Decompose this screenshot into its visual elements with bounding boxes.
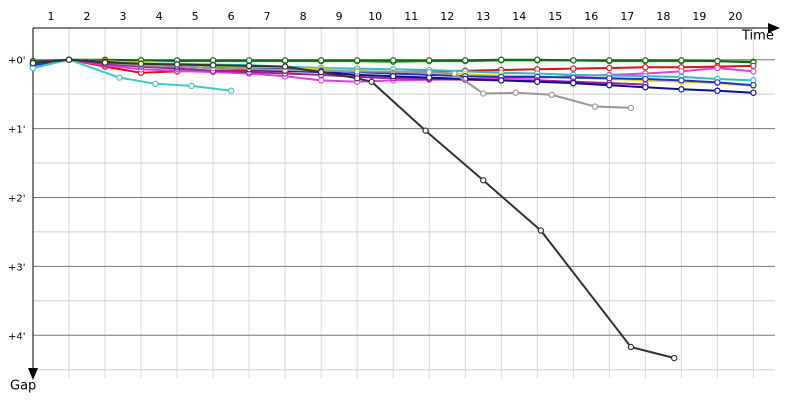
data-point xyxy=(353,75,361,82)
data-point xyxy=(317,68,325,76)
y-tick-label: +0' xyxy=(8,56,26,67)
x-tick-label: 2 xyxy=(84,10,91,23)
x-tick-label: 19 xyxy=(692,10,706,23)
data-point xyxy=(570,65,577,72)
data-point xyxy=(606,81,613,89)
data-point xyxy=(534,78,541,85)
data-point xyxy=(714,64,721,72)
data-point xyxy=(678,68,685,75)
data-point xyxy=(670,354,678,362)
data-point xyxy=(548,91,555,99)
data-point xyxy=(353,57,361,64)
x-tick-label: 12 xyxy=(440,10,454,23)
data-point xyxy=(714,87,721,94)
data-point xyxy=(137,60,145,68)
x-tick-label: 1 xyxy=(48,10,55,23)
data-point xyxy=(173,61,181,68)
data-point xyxy=(245,62,253,70)
data-point xyxy=(750,68,757,75)
x-tick-label: 13 xyxy=(476,10,490,23)
data-point xyxy=(606,64,613,72)
data-point xyxy=(498,56,505,63)
y-axis-arrow xyxy=(28,368,38,380)
x-tick-label: 8 xyxy=(300,10,307,23)
x-tick-label: 4 xyxy=(156,10,163,23)
data-point xyxy=(512,89,519,96)
data-point xyxy=(462,57,469,64)
data-point xyxy=(591,103,599,110)
data-point xyxy=(570,57,577,64)
data-point xyxy=(101,59,109,66)
data-point xyxy=(642,64,649,71)
data-point xyxy=(426,57,433,64)
data-point xyxy=(353,68,361,75)
data-point xyxy=(317,77,325,84)
x-axis-arrow xyxy=(768,23,780,33)
y-axis-label: Gap xyxy=(10,379,36,394)
data-point xyxy=(29,59,37,67)
data-point xyxy=(642,75,649,83)
data-point xyxy=(606,57,613,64)
data-point xyxy=(451,70,458,77)
data-point xyxy=(642,84,649,91)
data-point xyxy=(498,77,505,84)
data-point xyxy=(627,104,635,112)
data-point xyxy=(281,57,289,64)
x-tick-label: 17 xyxy=(620,10,634,23)
data-point xyxy=(227,87,235,94)
data-point xyxy=(209,62,217,69)
data-point xyxy=(750,62,757,70)
x-tick-label: 20 xyxy=(728,10,742,23)
data-point xyxy=(678,86,685,93)
data-point xyxy=(480,177,487,184)
data-point xyxy=(714,57,721,65)
data-point xyxy=(426,68,433,76)
y-tick-label: +4' xyxy=(8,331,26,342)
data-point xyxy=(152,80,159,88)
x-tick-label: 16 xyxy=(584,10,598,23)
x-tick-label: 18 xyxy=(656,10,670,23)
data-point xyxy=(281,63,289,70)
x-tick-label: 11 xyxy=(404,10,418,23)
data-point xyxy=(65,56,73,63)
y-tick-label: +2' xyxy=(8,193,26,204)
data-point xyxy=(426,74,433,81)
x-axis-label: Time xyxy=(741,29,774,44)
data-point xyxy=(714,79,721,86)
x-tick-label: 10 xyxy=(368,10,382,23)
y-tick-label: +1' xyxy=(8,125,26,136)
data-point xyxy=(642,57,649,64)
data-point xyxy=(750,81,757,89)
data-point xyxy=(389,73,397,80)
series-line xyxy=(32,58,675,359)
data-point xyxy=(750,89,757,96)
data-point xyxy=(570,79,577,87)
x-tick-label: 5 xyxy=(192,10,199,23)
x-tick-label: 9 xyxy=(336,10,343,23)
x-tick-label: 6 xyxy=(228,10,235,23)
data-point xyxy=(317,57,325,64)
data-point xyxy=(188,82,195,90)
data-point xyxy=(480,90,487,97)
data-point xyxy=(116,74,123,81)
data-point xyxy=(537,227,545,234)
data-point xyxy=(422,127,429,134)
data-point xyxy=(534,56,541,63)
y-tick-label: +3' xyxy=(8,262,26,273)
data-point xyxy=(678,57,685,64)
data-point xyxy=(627,343,635,351)
x-tick-label: 15 xyxy=(548,10,562,23)
data-point xyxy=(389,57,397,64)
data-point xyxy=(368,78,375,85)
x-tick-label: 7 xyxy=(264,10,271,23)
x-tick-label: 14 xyxy=(512,10,526,23)
x-tick-label: 3 xyxy=(120,10,127,23)
data-point xyxy=(678,77,685,84)
